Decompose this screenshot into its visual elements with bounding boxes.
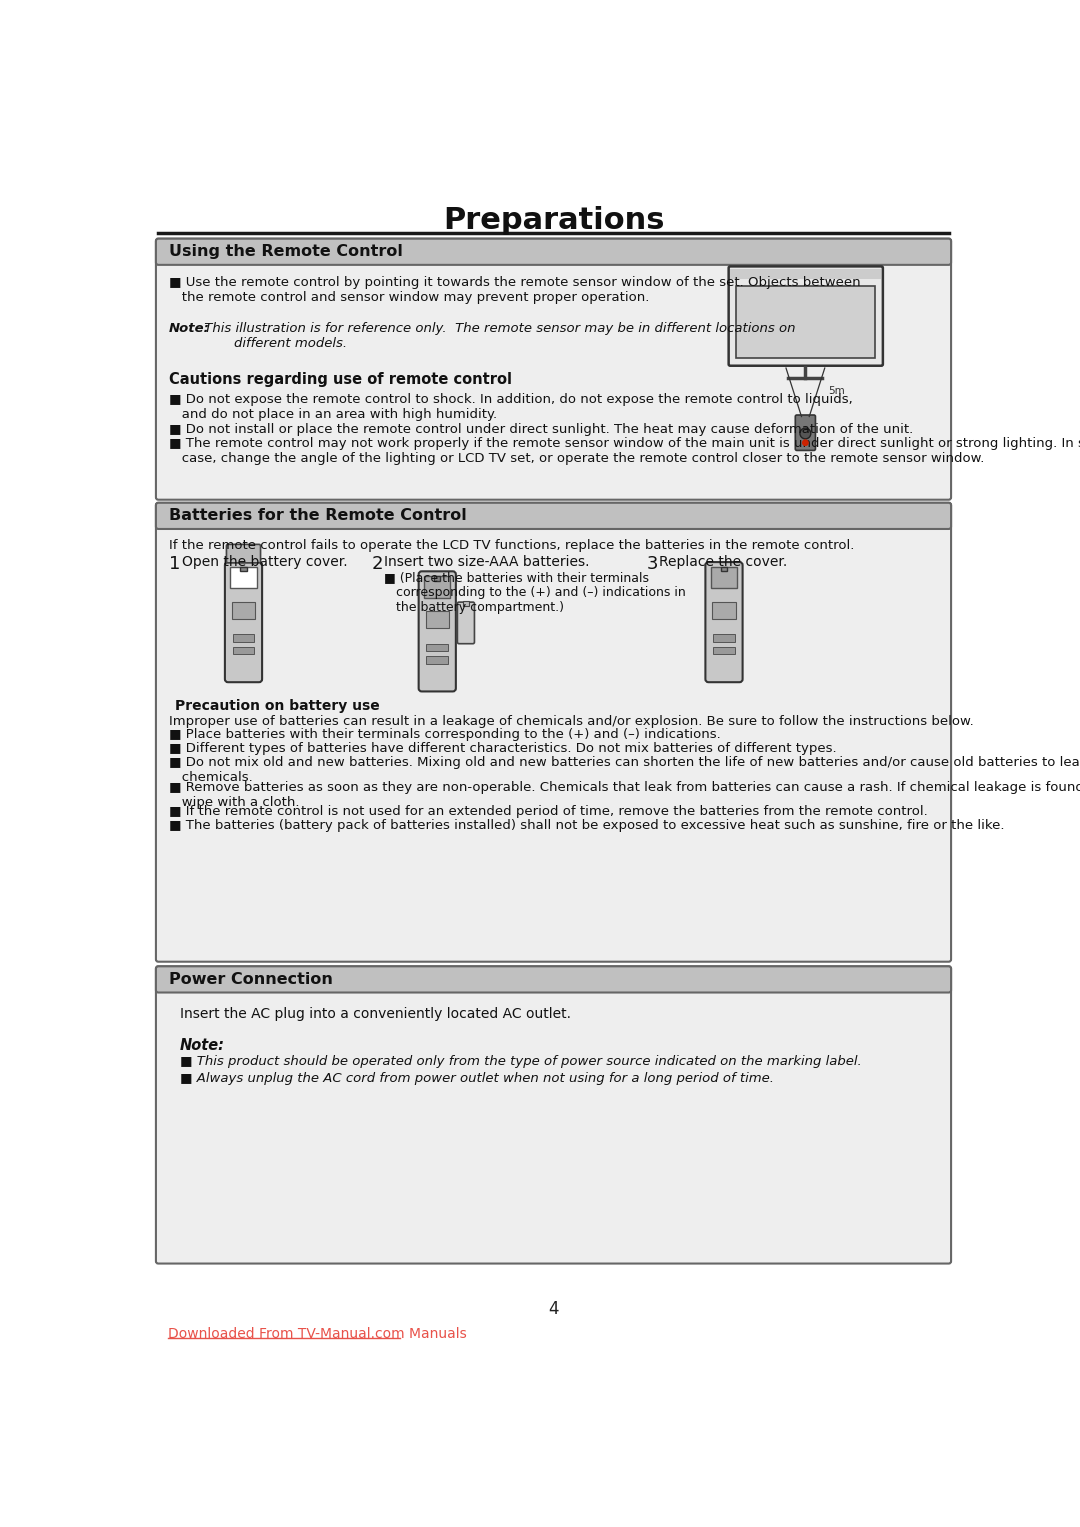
Bar	[427, 657, 448, 664]
FancyBboxPatch shape	[156, 502, 951, 962]
Text: ■ Use the remote control by pointing it towards the remote sensor window of the : ■ Use the remote control by pointing it …	[170, 276, 861, 304]
Bar	[730, 269, 881, 279]
Bar	[159, 241, 948, 263]
Text: Insert two size-AAA batteries.: Insert two size-AAA batteries.	[383, 556, 590, 570]
FancyBboxPatch shape	[419, 571, 456, 692]
FancyBboxPatch shape	[156, 238, 951, 499]
Bar	[232, 634, 255, 643]
Text: ■ The batteries (battery pack of batteries installed) shall not be exposed to ex: ■ The batteries (battery pack of batteri…	[170, 820, 1004, 832]
Text: Note:: Note:	[180, 1038, 225, 1054]
Bar	[713, 634, 734, 643]
Bar	[241, 567, 246, 571]
Text: ■ Do not install or place the remote control under direct sunlight. The heat may: ■ Do not install or place the remote con…	[170, 423, 914, 437]
Text: ■ (Place the batteries with their terminals
   corresponding to the (+) and (–) : ■ (Place the batteries with their termin…	[383, 571, 686, 614]
Text: ■ Place batteries with their terminals corresponding to the (+) and (–) indicati: ■ Place batteries with their terminals c…	[170, 728, 720, 742]
Text: 4: 4	[549, 1299, 558, 1318]
Text: ■ The remote control may not work properly if the remote sensor window of the ma: ■ The remote control may not work proper…	[170, 437, 1080, 464]
Text: If the remote control fails to operate the LCD TV functions, replace the batteri: If the remote control fails to operate t…	[170, 539, 854, 551]
Text: Insert the AC plug into a conveniently located AC outlet.: Insert the AC plug into a conveniently l…	[180, 1008, 571, 1022]
Text: ■ Do not mix old and new batteries. Mixing old and new batteries can shorten the: ■ Do not mix old and new batteries. Mixi…	[170, 756, 1080, 785]
Bar	[713, 602, 735, 618]
Text: Power Connection: Power Connection	[170, 971, 333, 986]
Bar	[159, 505, 948, 527]
Bar	[721, 567, 727, 571]
Bar	[232, 647, 255, 655]
Text: 3: 3	[647, 556, 658, 573]
FancyBboxPatch shape	[156, 502, 951, 528]
Text: Precaution on battery use: Precaution on battery use	[175, 699, 380, 713]
Bar	[426, 611, 449, 628]
Text: This illustration is for reference only.  The remote sensor may be in different : This illustration is for reference only.…	[200, 322, 796, 350]
Bar	[230, 567, 257, 588]
Text: ■ Always unplug the AC cord from power outlet when not using for a long period o: ■ Always unplug the AC cord from power o…	[180, 1072, 774, 1084]
FancyBboxPatch shape	[458, 602, 474, 644]
FancyBboxPatch shape	[795, 415, 815, 450]
FancyBboxPatch shape	[156, 238, 951, 264]
Text: Improper use of batteries can result in a leakage of chemicals and/or explosion.: Improper use of batteries can result in …	[170, 715, 974, 727]
FancyBboxPatch shape	[156, 967, 951, 1263]
FancyBboxPatch shape	[156, 967, 951, 993]
FancyBboxPatch shape	[729, 266, 882, 366]
Text: Using the Remote Control: Using the Remote Control	[170, 244, 403, 260]
Text: Batteries for the Remote Control: Batteries for the Remote Control	[170, 508, 467, 524]
Circle shape	[802, 440, 808, 446]
Bar	[711, 567, 738, 588]
FancyBboxPatch shape	[225, 562, 262, 683]
Text: Replace the cover.: Replace the cover.	[659, 556, 787, 570]
Text: ■ Different types of batteries have different characteristics. Do not mix batter: ■ Different types of batteries have diff…	[170, 742, 837, 756]
FancyBboxPatch shape	[227, 544, 260, 563]
Circle shape	[800, 428, 811, 438]
FancyBboxPatch shape	[705, 562, 743, 683]
Text: ■ This product should be operated only from the type of power source indicated o: ■ This product should be operated only f…	[180, 1055, 862, 1067]
Bar	[434, 576, 441, 580]
Bar	[232, 602, 255, 618]
Bar	[424, 576, 450, 597]
Text: Note:: Note:	[170, 322, 210, 334]
Bar	[159, 968, 948, 989]
Text: ■ If the remote control is not used for an extended period of time, remove the b: ■ If the remote control is not used for …	[170, 805, 928, 818]
Text: 1: 1	[170, 556, 180, 573]
Bar	[713, 647, 734, 655]
Text: ■ Do not expose the remote control to shock. In addition, do not expose the remo: ■ Do not expose the remote control to sh…	[170, 394, 853, 421]
Text: ■ Remove batteries as soon as they are non-operable. Chemicals that leak from ba: ■ Remove batteries as soon as they are n…	[170, 780, 1080, 809]
Text: Preparations: Preparations	[443, 206, 664, 235]
Bar	[427, 644, 448, 652]
Text: 2: 2	[372, 556, 383, 573]
Text: Open the battery cover.: Open the battery cover.	[181, 556, 347, 570]
Text: Cautions regarding use of remote control: Cautions regarding use of remote control	[170, 373, 512, 386]
Text: 5m: 5m	[828, 386, 846, 395]
Bar	[737, 286, 875, 357]
Text: Downloaded From TV-Manual.com Manuals: Downloaded From TV-Manual.com Manuals	[167, 1327, 467, 1341]
Bar	[463, 602, 469, 606]
